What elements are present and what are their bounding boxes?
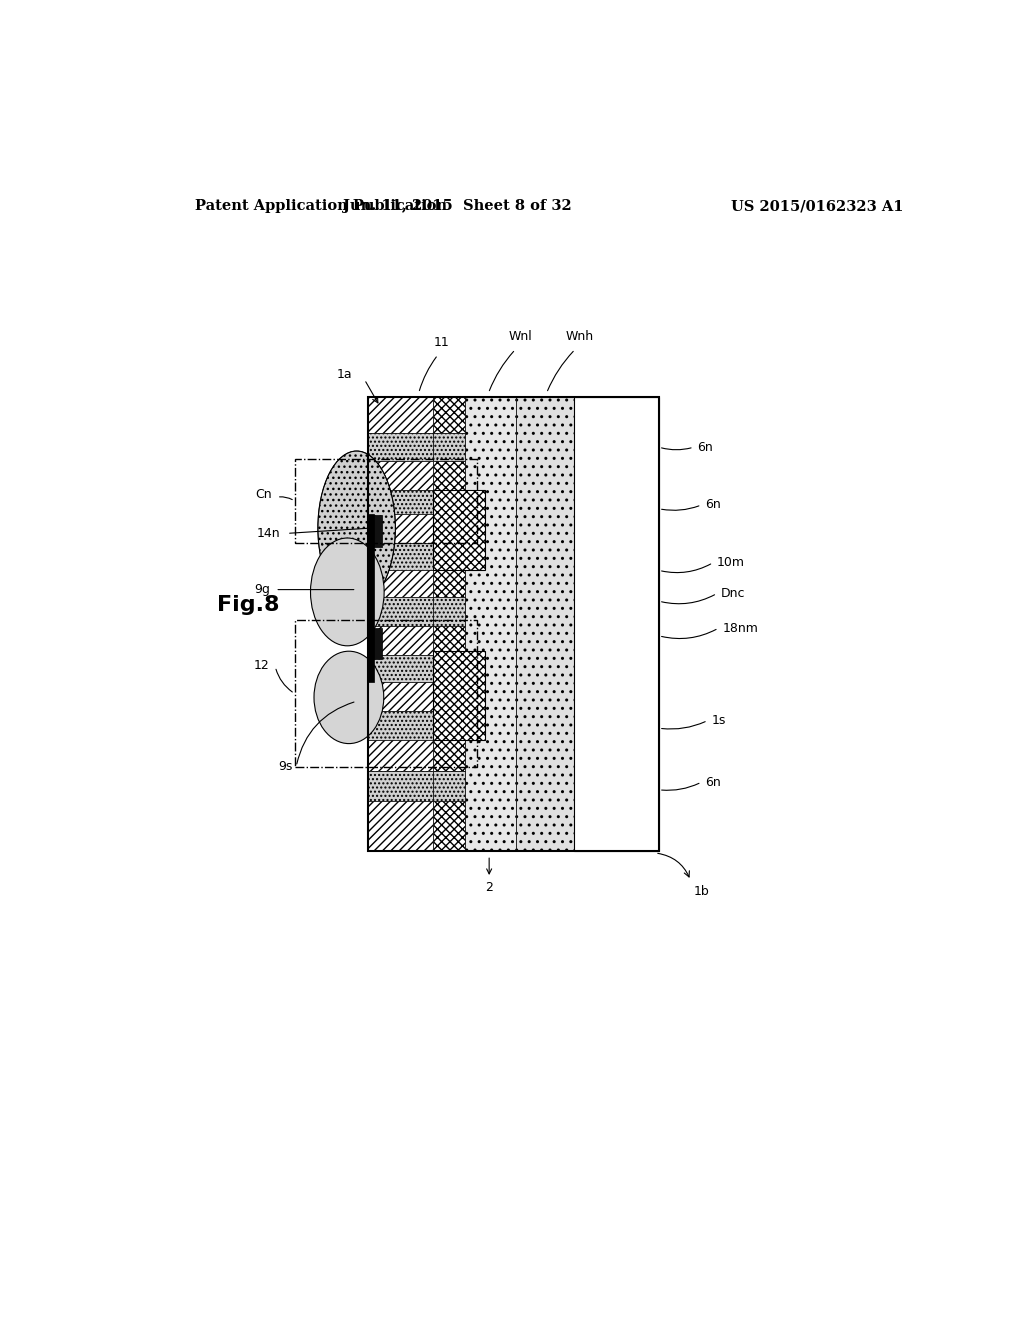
Text: Jun. 11, 2015  Sheet 8 of 32: Jun. 11, 2015 Sheet 8 of 32 (343, 199, 571, 213)
Bar (432, 801, 465, 851)
Bar (369, 397, 658, 851)
Bar (369, 490, 432, 515)
Bar (369, 655, 432, 682)
Bar (369, 515, 382, 548)
Bar (432, 515, 465, 544)
Bar (432, 597, 465, 626)
Bar (369, 771, 432, 801)
Ellipse shape (314, 651, 384, 743)
Bar (295, 620, 477, 767)
Text: 1b: 1b (693, 884, 710, 898)
Bar (573, 397, 658, 851)
Ellipse shape (317, 451, 395, 605)
Bar (432, 490, 484, 570)
Text: 14n: 14n (257, 527, 281, 540)
Bar (432, 739, 465, 771)
Bar (369, 628, 382, 659)
Bar (432, 544, 465, 570)
Text: 9g: 9g (254, 583, 270, 597)
Text: Wnl: Wnl (508, 330, 532, 343)
Ellipse shape (310, 539, 384, 645)
Text: Fig.8: Fig.8 (217, 595, 280, 615)
Bar (515, 397, 573, 851)
Text: Patent Application Publication: Patent Application Publication (196, 199, 447, 213)
Bar (369, 515, 432, 544)
Text: 6n: 6n (697, 441, 714, 454)
Text: 18nm: 18nm (722, 622, 759, 635)
Text: 1s: 1s (712, 714, 726, 727)
Text: Dnc: Dnc (721, 587, 745, 601)
Bar (369, 597, 432, 626)
Bar (369, 433, 432, 461)
Bar (432, 655, 465, 682)
Bar (432, 490, 465, 515)
Bar (369, 626, 432, 655)
Bar (432, 397, 465, 433)
Text: 2: 2 (485, 858, 494, 894)
Bar (432, 711, 465, 739)
Bar (369, 570, 432, 598)
Bar (369, 739, 432, 771)
Bar (369, 711, 432, 739)
Text: 12: 12 (254, 659, 270, 672)
Text: 6n: 6n (706, 499, 721, 511)
Bar (432, 651, 484, 739)
Bar (295, 459, 477, 544)
Bar (369, 801, 432, 851)
Bar (432, 570, 465, 598)
Bar (465, 397, 515, 851)
Bar (432, 771, 465, 801)
Bar (432, 433, 465, 461)
Text: 9s: 9s (279, 760, 293, 774)
Text: Cn: Cn (255, 488, 271, 502)
Text: Wnh: Wnh (566, 330, 594, 343)
Text: 1a: 1a (337, 367, 352, 380)
Bar (369, 682, 432, 711)
Text: 10m: 10m (717, 556, 745, 569)
Bar (432, 461, 465, 490)
Text: 11: 11 (433, 337, 449, 350)
Bar (369, 513, 374, 682)
Bar (432, 682, 465, 711)
Text: US 2015/0162323 A1: US 2015/0162323 A1 (731, 199, 903, 213)
Text: 6n: 6n (706, 776, 721, 788)
Bar (432, 626, 465, 655)
Bar (369, 544, 432, 570)
Bar (369, 397, 432, 433)
Bar (369, 461, 432, 490)
